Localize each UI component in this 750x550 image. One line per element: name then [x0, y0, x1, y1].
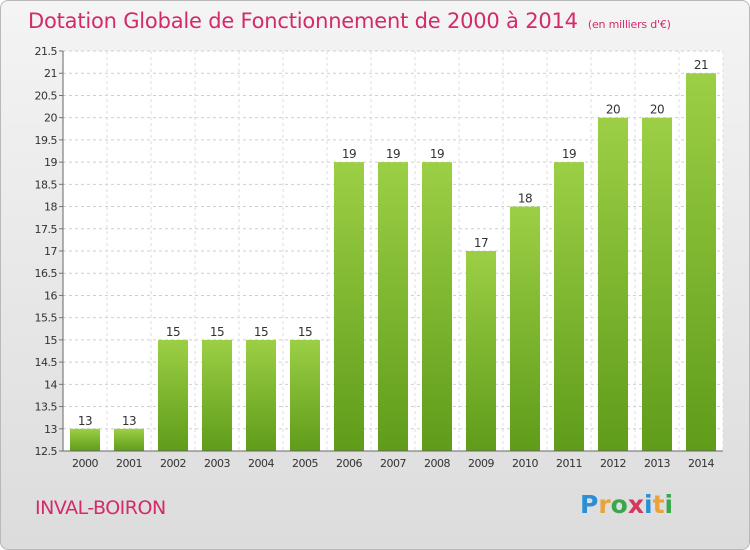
bar-value-label: 15 — [298, 325, 312, 339]
x-tick-label: 2010 — [512, 457, 538, 470]
bar — [510, 206, 540, 451]
x-tick-label: 2011 — [556, 457, 582, 470]
bar — [158, 339, 188, 451]
x-tick-label: 2001 — [116, 457, 142, 470]
logo-letter: o — [610, 490, 628, 519]
y-tick-label: 12.5 — [35, 445, 58, 458]
logo-letter: P — [580, 490, 599, 519]
x-tick-label: 2000 — [72, 457, 98, 470]
y-tick-label: 18 — [44, 201, 57, 214]
bar — [598, 117, 628, 452]
bar — [246, 339, 276, 451]
bar-value-label: 19 — [430, 147, 444, 161]
x-tick-label: 2005 — [292, 457, 318, 470]
bar — [70, 428, 100, 451]
commune-name: INVAL-BOIRON — [35, 497, 166, 519]
x-tick-label: 2008 — [424, 457, 450, 470]
bar — [114, 428, 144, 451]
bar — [554, 162, 584, 451]
y-tick-label: 20 — [44, 112, 57, 125]
y-tick-label: 15 — [44, 334, 57, 347]
y-tick-label: 20.5 — [35, 89, 58, 102]
y-tick-label: 21 — [44, 67, 57, 80]
logo-letter: x — [627, 490, 644, 519]
proxiti-logo: Proxiti — [580, 490, 673, 519]
y-tick-label: 14 — [44, 378, 57, 391]
y-tick-label: 15.5 — [35, 312, 58, 325]
x-tick-label: 2013 — [644, 457, 670, 470]
logo-letter: r — [598, 490, 611, 519]
chart-subtitle: (en milliers d'€) — [587, 18, 671, 31]
x-tick-label: 2009 — [468, 457, 494, 470]
bar-value-label: 15 — [210, 325, 224, 339]
bar-value-label: 17 — [474, 236, 488, 250]
bar-value-label: 20 — [606, 103, 620, 117]
y-tick-label: 16 — [44, 289, 57, 302]
chart-title: Dotation Globale de Fonctionnement de 20… — [28, 9, 671, 33]
y-tick-label: 18.5 — [35, 178, 58, 191]
x-tick-label: 2014 — [688, 457, 714, 470]
y-tick-label: 17.5 — [35, 223, 58, 236]
y-tick-label: 16.5 — [35, 267, 58, 280]
y-tick-label: 21.5 — [35, 45, 58, 58]
bar-value-label: 19 — [342, 147, 356, 161]
chart-title-text: Dotation Globale de Fonctionnement de 20… — [28, 9, 578, 33]
bar — [466, 251, 496, 451]
x-tick-label: 2004 — [248, 457, 274, 470]
logo-letter: i — [644, 490, 653, 519]
y-tick-label: 19.5 — [35, 134, 58, 147]
x-tick-label: 2006 — [336, 457, 362, 470]
y-tick-label: 13 — [44, 423, 57, 436]
bar-value-label: 21 — [694, 58, 708, 72]
bar-value-label: 18 — [518, 192, 532, 206]
y-tick-label: 19 — [44, 156, 57, 169]
bar-value-label: 19 — [386, 147, 400, 161]
x-tick-label: 2003 — [204, 457, 230, 470]
bar-value-label: 13 — [122, 414, 136, 428]
bar — [686, 73, 716, 451]
bar — [334, 162, 364, 451]
bar-value-label: 19 — [562, 147, 576, 161]
y-tick-label: 14.5 — [35, 356, 58, 369]
logo-letter: i — [664, 490, 674, 519]
x-tick-label: 2002 — [160, 457, 186, 470]
bar-value-label: 15 — [166, 325, 180, 339]
bar — [378, 162, 408, 451]
axes: 12.5 13 13.5 14 14.5 15 15.5 16 16.5 17 17.5 18 18.5… — [35, 45, 723, 470]
bar-value-label: 20 — [650, 103, 664, 117]
bars: 13 13 15 15 15 15 19 19 19 17 18 19 20 20 21 — [70, 58, 716, 452]
bar — [290, 339, 320, 451]
bar — [202, 339, 232, 451]
bar-value-label: 13 — [78, 414, 92, 428]
x-tick-label: 2012 — [600, 457, 626, 470]
y-tick-label: 17 — [44, 245, 57, 258]
x-tick-label: 2007 — [380, 457, 406, 470]
bar — [642, 117, 672, 452]
y-tick-label: 13.5 — [35, 401, 58, 414]
logo-letter: t — [652, 490, 665, 519]
bar — [422, 162, 452, 451]
bar-value-label: 15 — [254, 325, 268, 339]
